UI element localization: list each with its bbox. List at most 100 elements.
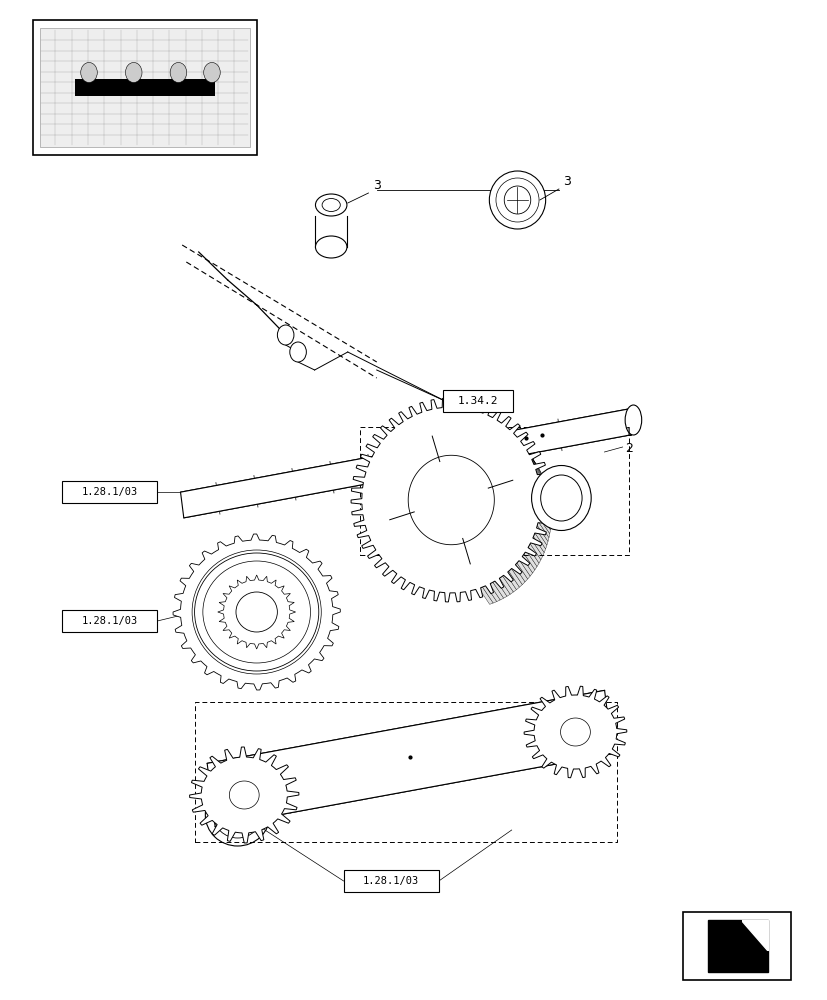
Circle shape xyxy=(81,62,98,83)
Circle shape xyxy=(170,62,187,83)
Polygon shape xyxy=(539,490,551,510)
Text: 3: 3 xyxy=(372,179,380,192)
Polygon shape xyxy=(539,506,551,526)
Polygon shape xyxy=(499,576,513,594)
Polygon shape xyxy=(521,554,534,573)
Bar xyxy=(62,481,157,503)
Polygon shape xyxy=(229,781,259,809)
Bar xyxy=(682,912,790,980)
Polygon shape xyxy=(485,584,500,602)
Bar xyxy=(74,80,215,96)
Ellipse shape xyxy=(540,475,581,521)
Polygon shape xyxy=(526,547,538,567)
Polygon shape xyxy=(528,544,540,563)
Polygon shape xyxy=(482,413,496,430)
Polygon shape xyxy=(519,440,532,459)
Polygon shape xyxy=(539,486,550,506)
Polygon shape xyxy=(536,471,547,491)
Polygon shape xyxy=(482,586,496,603)
Ellipse shape xyxy=(322,198,340,212)
Circle shape xyxy=(277,325,294,345)
Polygon shape xyxy=(523,551,537,570)
Ellipse shape xyxy=(624,405,641,435)
Polygon shape xyxy=(526,449,538,469)
Text: 1.34.2: 1.34.2 xyxy=(457,396,498,406)
Polygon shape xyxy=(511,431,524,450)
Polygon shape xyxy=(523,446,537,465)
Polygon shape xyxy=(485,414,500,432)
Bar xyxy=(62,610,157,632)
Polygon shape xyxy=(540,494,551,514)
Polygon shape xyxy=(534,467,547,487)
Ellipse shape xyxy=(531,466,590,530)
Polygon shape xyxy=(531,460,543,479)
Polygon shape xyxy=(540,498,551,518)
Polygon shape xyxy=(207,690,612,827)
Ellipse shape xyxy=(236,592,277,632)
Bar xyxy=(343,870,438,892)
Polygon shape xyxy=(495,420,509,438)
Polygon shape xyxy=(180,409,630,518)
Ellipse shape xyxy=(495,178,538,222)
Polygon shape xyxy=(707,920,767,972)
Polygon shape xyxy=(538,518,549,538)
Text: 1.28.1/03: 1.28.1/03 xyxy=(363,876,418,886)
Polygon shape xyxy=(408,455,494,545)
Polygon shape xyxy=(523,686,626,778)
Polygon shape xyxy=(521,443,534,462)
Polygon shape xyxy=(502,424,516,442)
Polygon shape xyxy=(533,463,545,483)
Polygon shape xyxy=(495,578,509,596)
Polygon shape xyxy=(489,582,503,600)
Polygon shape xyxy=(529,540,542,560)
Polygon shape xyxy=(528,453,540,472)
Polygon shape xyxy=(529,456,542,476)
Polygon shape xyxy=(534,529,547,549)
Polygon shape xyxy=(540,502,551,522)
Polygon shape xyxy=(351,398,551,602)
Polygon shape xyxy=(489,416,503,434)
Polygon shape xyxy=(537,522,548,541)
Polygon shape xyxy=(531,537,543,556)
Polygon shape xyxy=(519,557,532,576)
Ellipse shape xyxy=(504,186,530,214)
Polygon shape xyxy=(514,563,527,582)
Polygon shape xyxy=(511,566,524,585)
Polygon shape xyxy=(514,434,527,453)
Polygon shape xyxy=(508,429,522,447)
Bar xyxy=(40,28,250,147)
Polygon shape xyxy=(492,580,506,598)
Ellipse shape xyxy=(489,171,545,229)
Polygon shape xyxy=(536,525,547,545)
Polygon shape xyxy=(538,514,550,534)
Text: 3: 3 xyxy=(562,175,571,188)
Text: 1.28.1/03: 1.28.1/03 xyxy=(82,487,137,497)
Polygon shape xyxy=(538,478,549,498)
Polygon shape xyxy=(502,574,516,592)
Polygon shape xyxy=(218,575,295,649)
Text: 2: 2 xyxy=(624,442,633,454)
Text: 1.28.1/03: 1.28.1/03 xyxy=(82,616,137,626)
Polygon shape xyxy=(516,437,529,456)
Text: 1: 1 xyxy=(624,426,633,438)
Polygon shape xyxy=(539,510,550,530)
Polygon shape xyxy=(189,747,299,843)
Polygon shape xyxy=(560,718,590,746)
Circle shape xyxy=(203,62,220,83)
Polygon shape xyxy=(538,482,550,502)
Polygon shape xyxy=(533,533,545,553)
Circle shape xyxy=(126,62,142,83)
Polygon shape xyxy=(478,412,493,429)
Circle shape xyxy=(289,342,306,362)
Ellipse shape xyxy=(315,194,347,216)
Polygon shape xyxy=(499,422,513,440)
Bar xyxy=(33,20,256,155)
Polygon shape xyxy=(478,587,493,604)
Ellipse shape xyxy=(315,236,347,258)
Polygon shape xyxy=(508,569,522,587)
Bar xyxy=(442,390,513,412)
Polygon shape xyxy=(516,560,529,579)
Polygon shape xyxy=(173,534,340,690)
Polygon shape xyxy=(740,920,767,951)
Polygon shape xyxy=(505,571,519,590)
